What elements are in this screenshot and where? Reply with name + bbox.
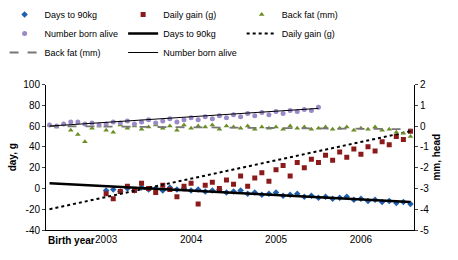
svg-text:Birth year: Birth year <box>48 235 95 246</box>
svg-text:day, g: day, g <box>7 143 18 171</box>
svg-text:-1: -1 <box>420 141 429 152</box>
svg-text:20: 20 <box>29 162 41 173</box>
svg-text:-2: -2 <box>420 162 429 173</box>
svg-text:-20: -20 <box>26 204 41 215</box>
svg-text:2004: 2004 <box>180 234 203 245</box>
svg-text:80: 80 <box>29 100 41 111</box>
svg-text:Daily gain (g): Daily gain (g) <box>282 29 335 39</box>
svg-text:60: 60 <box>29 121 41 132</box>
svg-text:0: 0 <box>420 121 426 132</box>
svg-text:Back fat (mm): Back fat (mm) <box>282 10 338 20</box>
svg-text:40: 40 <box>29 141 41 152</box>
svg-text:0: 0 <box>34 183 40 194</box>
svg-text:-40: -40 <box>26 225 41 236</box>
svg-text:Days to 90kg: Days to 90kg <box>163 29 216 39</box>
svg-text:Number born alive: Number born alive <box>163 48 237 58</box>
svg-text:-4: -4 <box>420 204 429 215</box>
svg-text:-3: -3 <box>420 183 429 194</box>
svg-text:2006: 2006 <box>350 234 373 245</box>
svg-text:1: 1 <box>420 100 426 111</box>
svg-text:Number born alive: Number born alive <box>45 29 119 39</box>
svg-text:2003: 2003 <box>95 234 118 245</box>
svg-text:-5: -5 <box>420 225 429 236</box>
svg-text:Daily gain (g): Daily gain (g) <box>163 10 216 20</box>
svg-text:Days to 90kg: Days to 90kg <box>45 10 98 20</box>
svg-text:Back fat (mm): Back fat (mm) <box>45 48 101 58</box>
svg-text:mm, head: mm, head <box>431 134 442 181</box>
svg-text:100: 100 <box>23 79 40 90</box>
svg-text:2005: 2005 <box>265 234 288 245</box>
svg-text:2: 2 <box>420 79 426 90</box>
